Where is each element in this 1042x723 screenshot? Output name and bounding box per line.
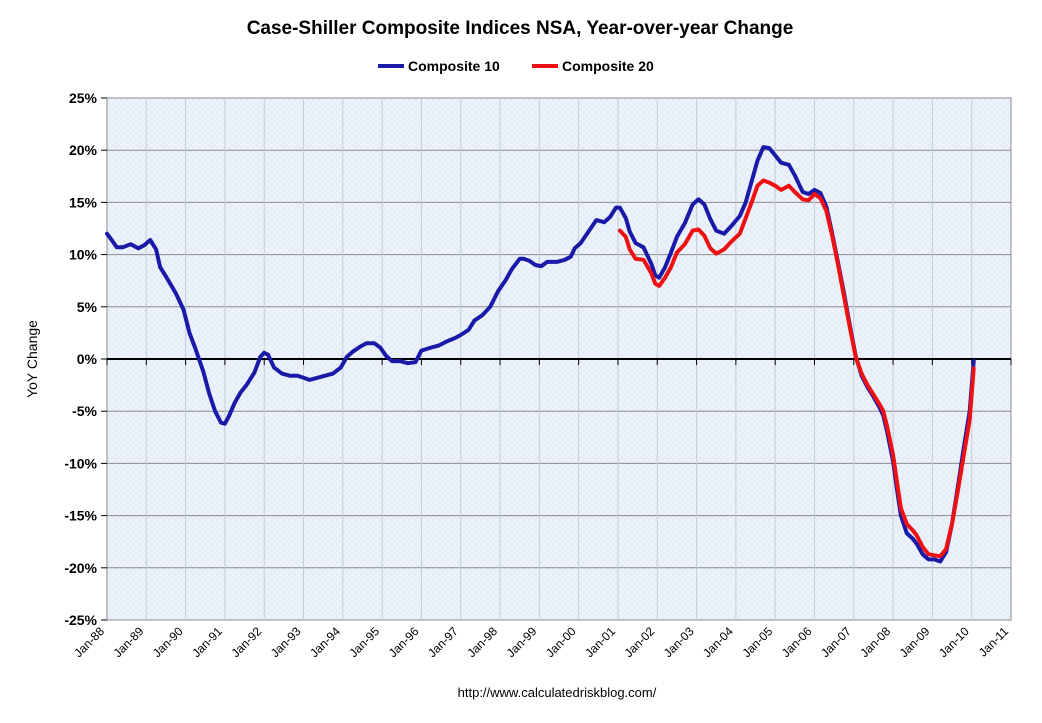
y-tick-label: -20%: [64, 560, 97, 576]
y-tick-label: -5%: [72, 403, 97, 419]
chart-title: Case-Shiller Composite Indices NSA, Year…: [247, 18, 794, 39]
source-url: http://www.calculatedriskblog.com/: [458, 685, 657, 700]
series-line-composite-20: [617, 178, 976, 559]
x-tick-label: Jan-10: [936, 624, 972, 660]
x-tick-label: Jan-00: [543, 624, 579, 660]
x-tick-label: Jan-98: [464, 624, 500, 660]
y-tick-label: 20%: [69, 142, 98, 158]
x-tick-label: Jan-09: [897, 624, 933, 660]
x-tick-label: Jan-07: [818, 624, 854, 660]
y-tick-label: 15%: [69, 194, 98, 210]
x-tick-label: Jan-99: [504, 624, 540, 660]
x-tick-label: Jan-08: [857, 624, 893, 660]
x-tick-label: Jan-93: [268, 624, 304, 660]
y-tick-label: -25%: [64, 612, 97, 628]
x-tick-label: Jan-05: [739, 624, 775, 660]
y-tick-label: -15%: [64, 508, 97, 524]
x-tick-label: Jan-96: [386, 624, 422, 660]
x-tick-label: Jan-95: [346, 624, 382, 660]
y-tick-label: -10%: [64, 455, 97, 471]
x-tick-label: Jan-03: [661, 624, 697, 660]
legend-label-composite-20: Composite 20: [562, 58, 654, 74]
x-tick-label: Jan-91: [189, 624, 225, 660]
y-tick-label: 25%: [69, 90, 98, 106]
x-tick-label: Jan-92: [228, 624, 264, 660]
x-tick-label: Jan-97: [425, 624, 461, 660]
series: [105, 145, 976, 564]
y-tick-label: 5%: [77, 299, 98, 315]
x-tick-label: Jan-94: [307, 624, 343, 660]
x-tick-label: Jan-02: [622, 624, 658, 660]
y-axis-label: YoY Change: [24, 320, 40, 398]
x-tick-label: Jan-11: [976, 624, 1011, 659]
x-tick-label: Jan-90: [150, 624, 186, 660]
legend-label-composite-10: Composite 10: [408, 58, 500, 74]
x-tick-label: Jan-04: [700, 624, 736, 660]
y-tick-label: 0%: [77, 351, 98, 367]
legend: Composite 10 Composite 20: [378, 58, 654, 74]
y-tick-label: 10%: [69, 247, 98, 263]
x-tick-label: Jan-89: [111, 624, 147, 660]
x-tick-label: Jan-06: [779, 624, 815, 660]
x-tick-label: Jan-01: [582, 624, 618, 660]
x-tick-label: Jan-88: [71, 624, 107, 660]
